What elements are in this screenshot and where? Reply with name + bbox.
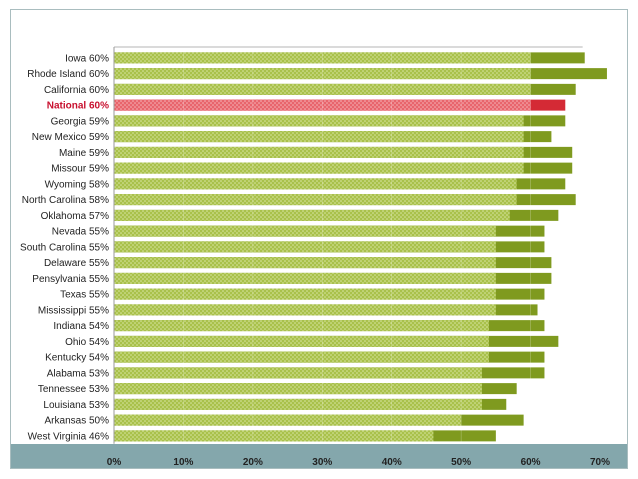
category-label: New Mexico 59% (32, 132, 109, 143)
bar-dotted (114, 430, 434, 442)
category-label: Pensylvania 55% (32, 274, 109, 285)
category-label: Wyoming 58% (45, 179, 109, 190)
bar-dotted (114, 52, 531, 64)
bar-dotted (114, 225, 496, 237)
bar-dotted (114, 257, 496, 269)
category-labels: Iowa 60% Rhode Island 60% California 60% Na… (20, 53, 109, 442)
category-label: Nevada 55% (52, 227, 109, 238)
x-tick-label: 50% (451, 457, 471, 468)
bar-dotted (114, 83, 531, 95)
footer-band (11, 444, 627, 468)
bar-dotted (114, 131, 524, 143)
x-tick-label: 30% (312, 457, 332, 468)
category-label: West Virginia 46% (28, 431, 109, 442)
bar-dotted (114, 414, 462, 426)
bar-dotted (114, 115, 524, 127)
bar-dotted (114, 178, 517, 190)
grid-layer (113, 46, 583, 444)
category-label: National 60% (47, 101, 109, 112)
category-label: Iowa 60% (65, 53, 109, 64)
bar-dotted (114, 351, 489, 363)
bar-dotted (114, 99, 531, 111)
category-label: Alabama 53% (47, 368, 109, 379)
category-label: Missour 59% (51, 164, 109, 175)
bar-dotted (114, 209, 510, 221)
category-label: Maine 59% (59, 148, 109, 159)
bar-dotted (114, 146, 524, 158)
category-label: North Carolina 58% (22, 195, 109, 206)
category-label: South Carolina 55% (20, 242, 109, 253)
category-label: Ohio 54% (65, 337, 109, 348)
x-tick-label: 0% (107, 457, 122, 468)
x-axis-ticks: 0% 10% 20% 30% 40% 50% 60% 70% (107, 457, 610, 468)
x-tick-label: 60% (521, 457, 541, 468)
category-label: Mississippi 55% (38, 305, 109, 316)
category-label: Louisiana 53% (43, 400, 109, 411)
bar-dotted (114, 68, 531, 80)
category-label: Delaware 55% (44, 258, 109, 269)
category-label: Georgia 59% (51, 116, 109, 127)
bar-dotted (114, 162, 524, 174)
category-label: Indiana 54% (53, 321, 109, 332)
category-label: Oklahoma 57% (41, 211, 109, 222)
category-label: Texas 55% (60, 290, 109, 301)
category-label: Arkansas 50% (45, 416, 110, 427)
bar-dotted (114, 320, 489, 332)
category-label: Tennessee 53% (38, 384, 109, 395)
x-tick-label: 70% (590, 457, 610, 468)
category-label: Rhode Island 60% (27, 69, 109, 80)
bar-dotted (114, 398, 482, 410)
bar-dotted (114, 241, 496, 253)
bar-dotted (114, 304, 496, 316)
bar-dotted (114, 272, 496, 284)
bar-dotted (114, 194, 517, 206)
category-label: Kentucky 54% (45, 353, 109, 364)
bar-dotted (114, 367, 482, 379)
x-tick-label: 10% (173, 457, 193, 468)
bars-layer (114, 52, 607, 442)
x-tick-label: 20% (243, 457, 263, 468)
category-label: California 60% (44, 85, 109, 96)
bar-dotted (114, 383, 482, 395)
x-tick-label: 40% (382, 457, 402, 468)
bar-dotted (114, 335, 489, 347)
bar-dotted (114, 288, 496, 300)
